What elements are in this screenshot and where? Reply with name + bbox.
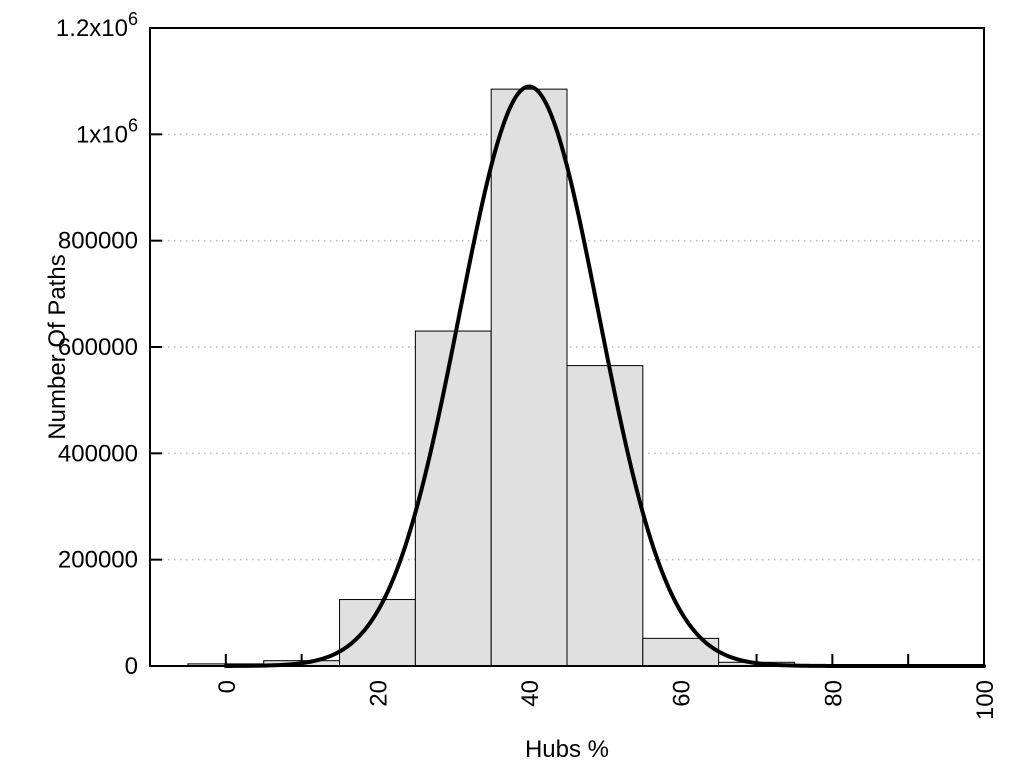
- y-tick-label: 400000: [58, 440, 138, 467]
- x-tick-label: 0: [214, 680, 241, 693]
- x-tick-label: 40: [517, 680, 544, 707]
- y-tick-label: 200000: [58, 547, 138, 574]
- x-tick-label: 100: [972, 680, 999, 720]
- histogram-bars: [187, 88, 947, 667]
- y-tick-label: 600000: [58, 334, 138, 361]
- histogram-bar: [566, 365, 644, 667]
- y-axis-title: Number Of Paths: [44, 254, 71, 439]
- x-tick-label: 80: [820, 680, 847, 707]
- x-axis-title: Hubs %: [525, 736, 609, 763]
- y-tick-labels: 0 200000 400000 600000 800000 1x106 1.2x106: [56, 9, 138, 680]
- x-tick-label: 60: [669, 680, 696, 707]
- y-tick-label: 0: [125, 653, 138, 680]
- y-tick-label: 1x106: [76, 115, 138, 148]
- histogram-bar: [490, 88, 568, 667]
- plot-border: [149, 27, 985, 667]
- y-tick-label: 1.2x106: [56, 9, 138, 42]
- x-tick-labels: 0 20 40 60 80 100: [214, 680, 999, 720]
- x-tick-label: 20: [365, 680, 392, 707]
- grid-lines: [150, 133, 984, 561]
- histogram-bar: [414, 330, 492, 667]
- y-tick-label: 800000: [58, 228, 138, 255]
